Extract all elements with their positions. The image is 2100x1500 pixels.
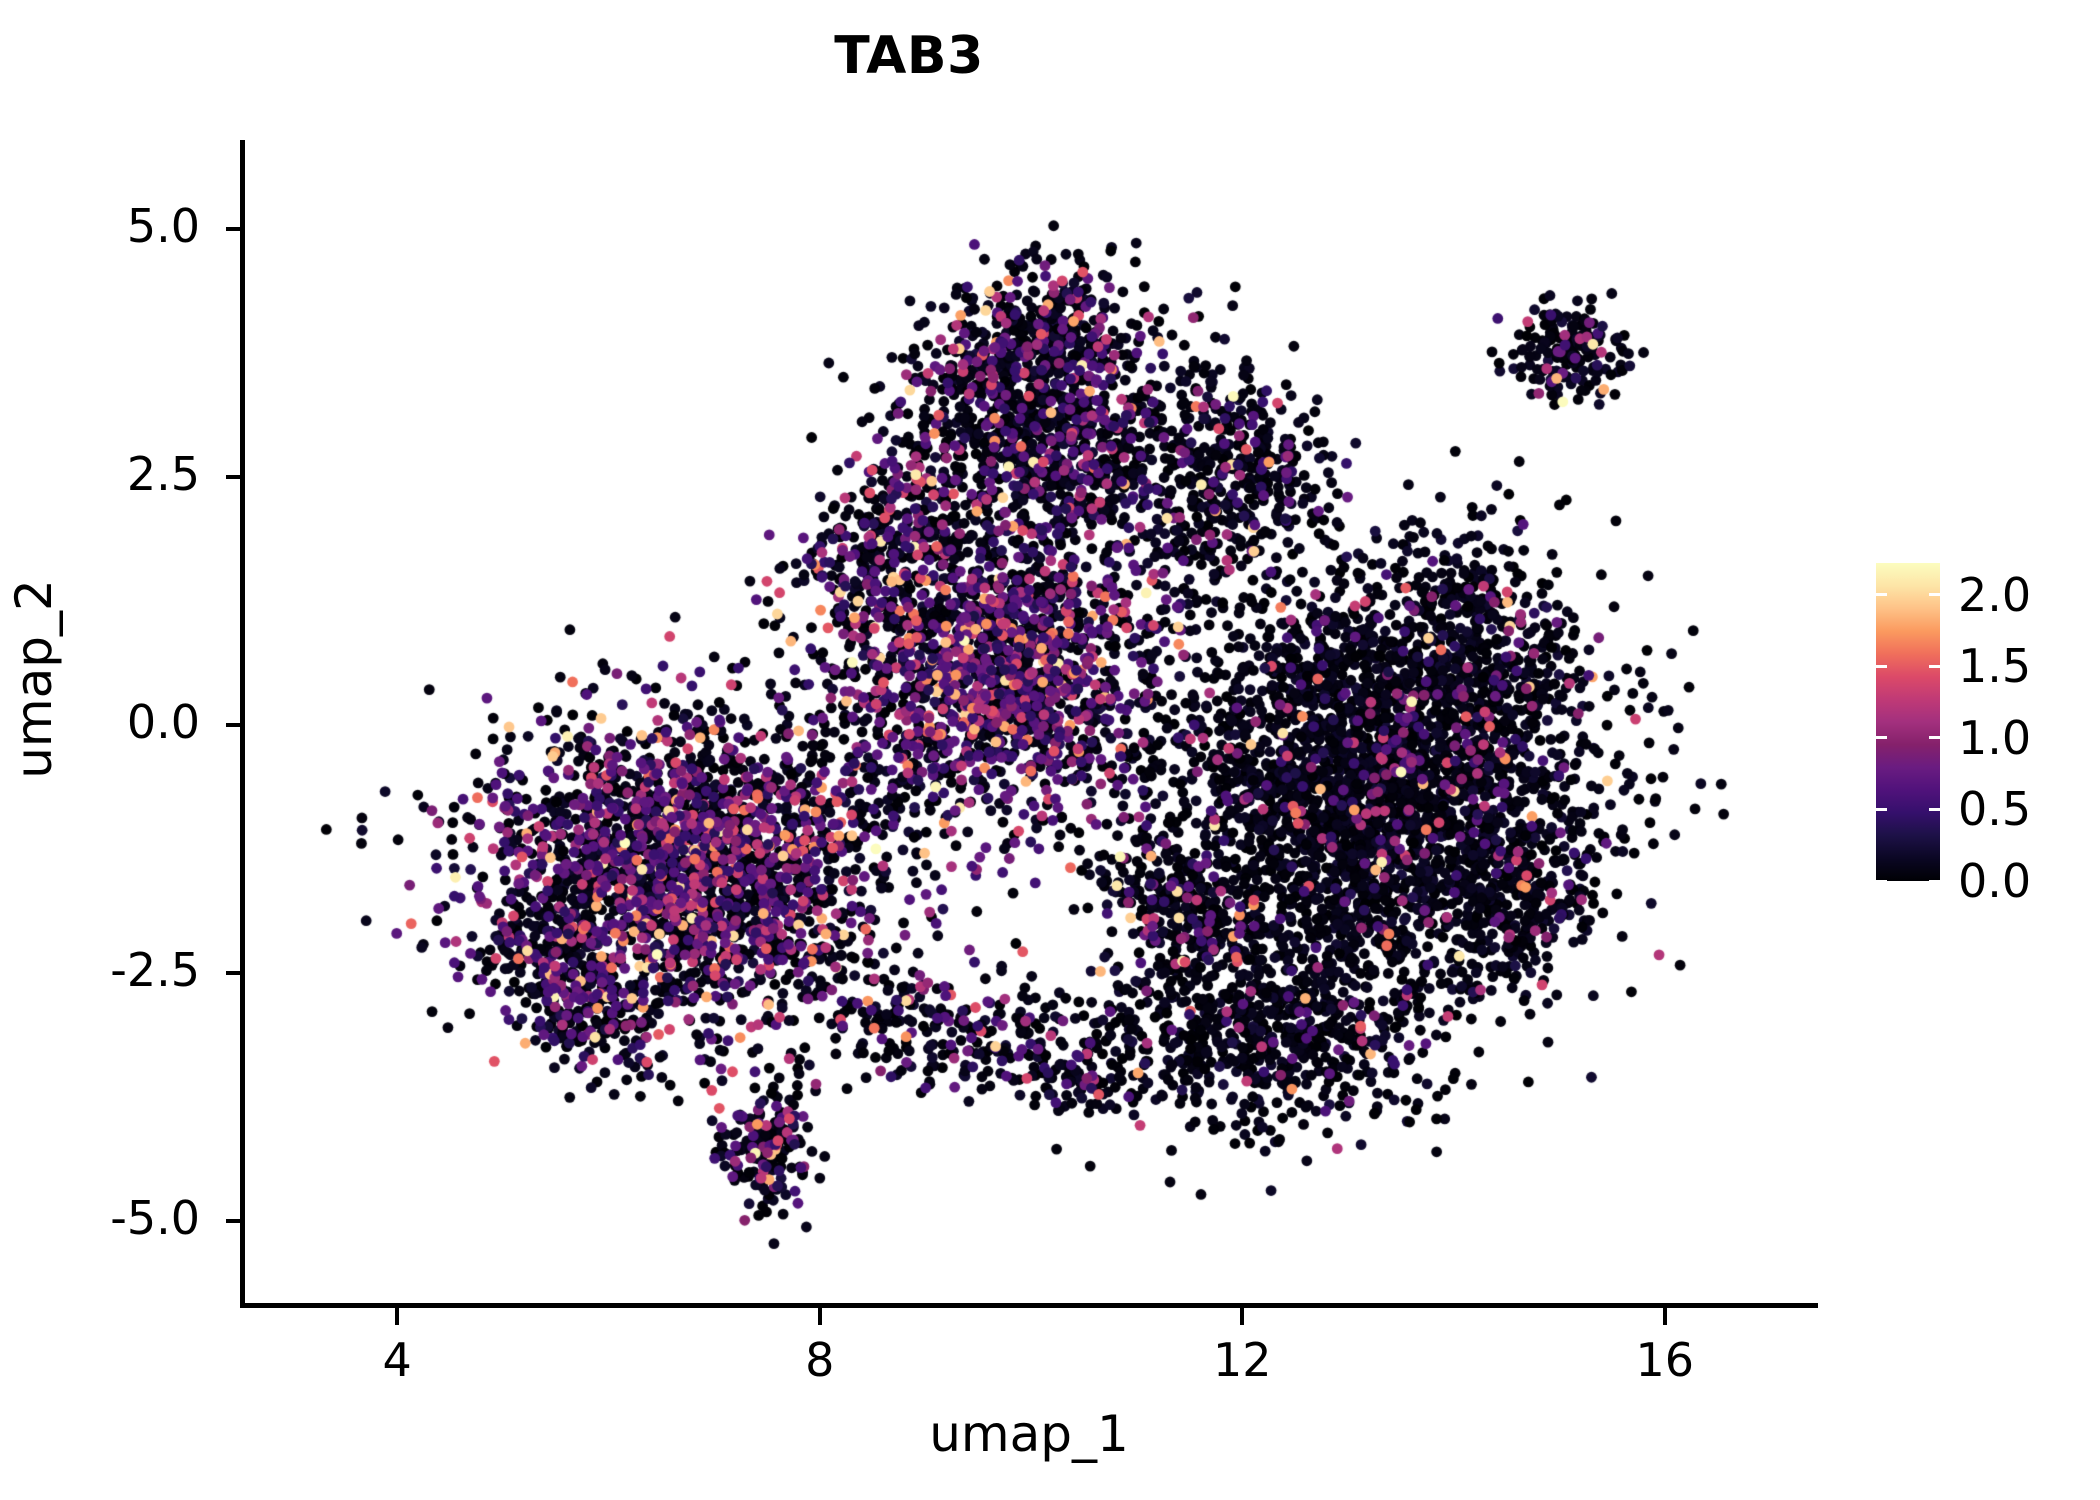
colorbar-tick-mark [1929, 807, 1940, 811]
colorbar-gradient [1876, 563, 1940, 881]
colorbar-tick-mark [1876, 879, 1887, 883]
x-axis-label: umap_1 [929, 1405, 1129, 1463]
colorbar-tick-mark [1929, 736, 1940, 740]
colorbar-tick-mark [1876, 593, 1887, 596]
x-tick-label: 4 [382, 1333, 412, 1387]
x-tick-label: 12 [1212, 1333, 1272, 1387]
colorbar-tick-mark [1876, 807, 1887, 811]
x-tick-mark [1240, 1308, 1245, 1325]
page-title: TAB3 [834, 26, 984, 86]
y-tick-label: -2.5 [110, 942, 200, 997]
colorbar-tick-mark [1929, 593, 1940, 596]
colorbar-tick-mark [1929, 879, 1940, 883]
scatter-plot-canvas [244, 140, 1818, 1305]
x-axis-spine [240, 1303, 1818, 1308]
y-tick-label: 2.5 [126, 447, 200, 502]
colorbar-tick-mark [1876, 664, 1887, 668]
y-axis-label: umap_2 [5, 579, 63, 779]
colorbar-tick-label: 1.0 [1958, 710, 2032, 765]
x-tick-mark [817, 1308, 822, 1325]
colorbar-tick-label: 1.5 [1958, 639, 2032, 694]
plot-area [244, 140, 1818, 1305]
y-tick-mark [226, 227, 243, 232]
colorbar-tick-mark [1929, 664, 1940, 668]
y-tick-label: 0.0 [126, 694, 200, 749]
x-tick-mark [395, 1308, 400, 1325]
y-tick-label: -5.0 [110, 1190, 200, 1245]
colorbar [1876, 563, 1940, 883]
colorbar-tick-label: 2.0 [1958, 567, 2032, 622]
y-tick-mark [226, 1218, 243, 1223]
x-tick-label: 16 [1635, 1333, 1695, 1387]
colorbar-tick-label: 0.0 [1958, 854, 2032, 908]
y-tick-mark [226, 475, 243, 480]
y-tick-mark [226, 970, 243, 975]
y-tick-label: 5.0 [126, 199, 200, 254]
x-tick-label: 8 [805, 1333, 835, 1387]
colorbar-tick-mark [1876, 736, 1887, 740]
colorbar-tick-label: 0.5 [1958, 782, 2032, 837]
y-tick-mark [226, 722, 243, 727]
x-tick-mark [1662, 1308, 1667, 1325]
